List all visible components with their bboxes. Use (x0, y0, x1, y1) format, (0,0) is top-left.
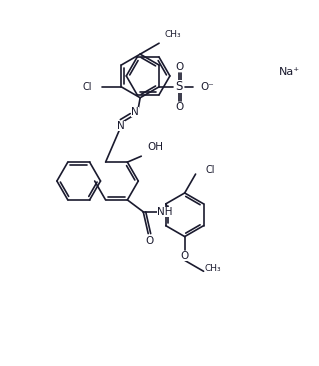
Text: Cl: Cl (205, 165, 215, 175)
Text: O⁻: O⁻ (201, 82, 214, 92)
Text: N: N (117, 120, 125, 131)
Text: NH: NH (157, 207, 173, 217)
Text: O: O (181, 251, 189, 261)
Text: Na⁺: Na⁺ (279, 67, 300, 77)
Text: O: O (175, 62, 184, 72)
Text: O: O (175, 102, 184, 112)
Text: CH₃: CH₃ (204, 264, 221, 273)
Text: OH: OH (147, 142, 163, 152)
Text: N: N (131, 107, 139, 117)
Text: O: O (145, 236, 153, 246)
Text: Cl: Cl (82, 82, 92, 92)
Text: S: S (175, 81, 182, 93)
Text: CH₃: CH₃ (164, 30, 181, 39)
